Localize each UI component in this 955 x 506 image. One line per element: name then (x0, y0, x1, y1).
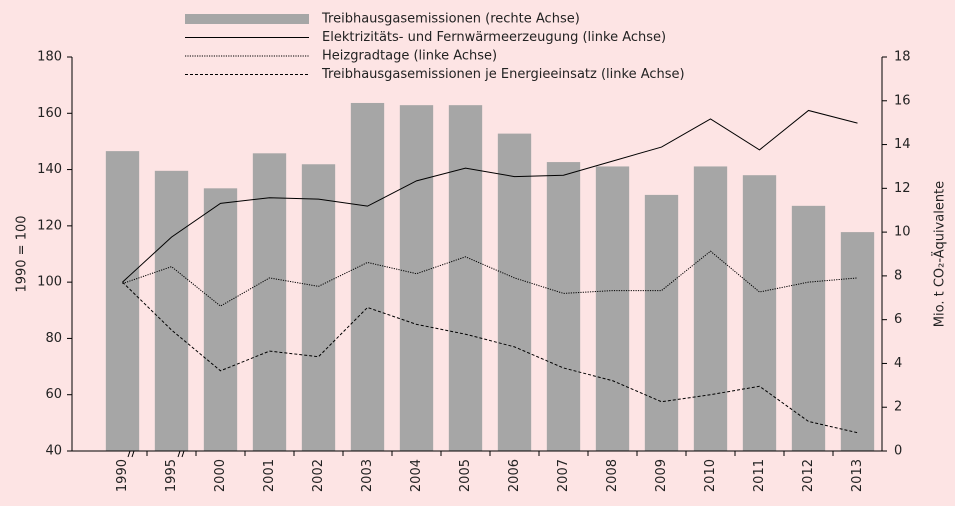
bar (644, 194, 679, 451)
y-tick-label: 80 (45, 331, 62, 346)
bar (742, 175, 777, 451)
bar (105, 151, 140, 451)
legend-label: Treibhausgasemissionen je Energieeinsatz… (321, 67, 685, 82)
bar (252, 153, 287, 452)
y2-axis-label: Mio. t CO₂-Äquivalente (932, 181, 948, 327)
x-tick-label: 1995 (164, 459, 179, 492)
y2-tick-label: 18 (894, 50, 911, 65)
y2-tick-label: 8 (894, 268, 902, 283)
x-tick-label: 1990 (115, 459, 130, 492)
bar (448, 105, 483, 452)
y-tick-label: 140 (37, 162, 62, 177)
x-tick-label: 2009 (654, 459, 669, 492)
y-tick-label: 180 (37, 50, 62, 65)
y-tick-label: 160 (37, 106, 62, 121)
y2-tick-label: 16 (894, 93, 911, 108)
x-tick-label: 2012 (801, 459, 816, 492)
bar (399, 105, 434, 452)
bar (791, 205, 826, 451)
y2-tick-label: 2 (894, 400, 902, 415)
y-tick-label: 120 (37, 218, 62, 233)
y2-tick-label: 12 (894, 181, 911, 196)
y2-tick-label: 4 (894, 356, 902, 371)
bar (203, 188, 238, 452)
y-tick-label: 40 (45, 444, 62, 459)
y-axis-label: 1990 = 100 (15, 215, 30, 292)
x-tick-label: 2002 (311, 459, 326, 492)
legend-swatch (185, 14, 309, 24)
bar (497, 133, 532, 451)
bar (546, 162, 581, 452)
y2-tick-label: 6 (894, 312, 902, 327)
bar (595, 166, 630, 451)
x-tick-label: 2000 (213, 459, 228, 492)
y2-tick-label: 0 (894, 444, 902, 459)
bar (350, 102, 385, 451)
y-tick-label: 100 (37, 275, 62, 290)
bar (154, 170, 189, 452)
line-series (122, 281, 858, 434)
x-tick-label: 2013 (850, 459, 865, 492)
y2-tick-label: 14 (894, 137, 911, 152)
legend-label: Treibhausgasemissionen (rechte Achse) (321, 12, 580, 27)
x-tick-label: 2001 (262, 459, 277, 492)
x-tick-label: 2011 (752, 459, 767, 492)
bar (301, 164, 336, 451)
x-tick-label: 2004 (409, 459, 424, 492)
x-tick-label: 2010 (703, 459, 718, 492)
bar (840, 232, 875, 451)
legend-label: Elektrizitäts- und Fernwärmeerzeugung (l… (322, 30, 666, 45)
x-tick-label: 2003 (360, 459, 375, 492)
legend-label: Heizgradtage (linke Achse) (322, 49, 497, 64)
line-series (122, 109, 858, 283)
x-tick-label: 2008 (605, 459, 620, 492)
y-tick-label: 60 (45, 387, 62, 402)
bar (693, 166, 728, 451)
line-series (122, 250, 858, 307)
y2-tick-label: 10 (894, 225, 911, 240)
x-tick-label: 2007 (556, 459, 571, 492)
x-tick-label: 2006 (507, 459, 522, 492)
x-tick-label: 2005 (458, 459, 473, 492)
